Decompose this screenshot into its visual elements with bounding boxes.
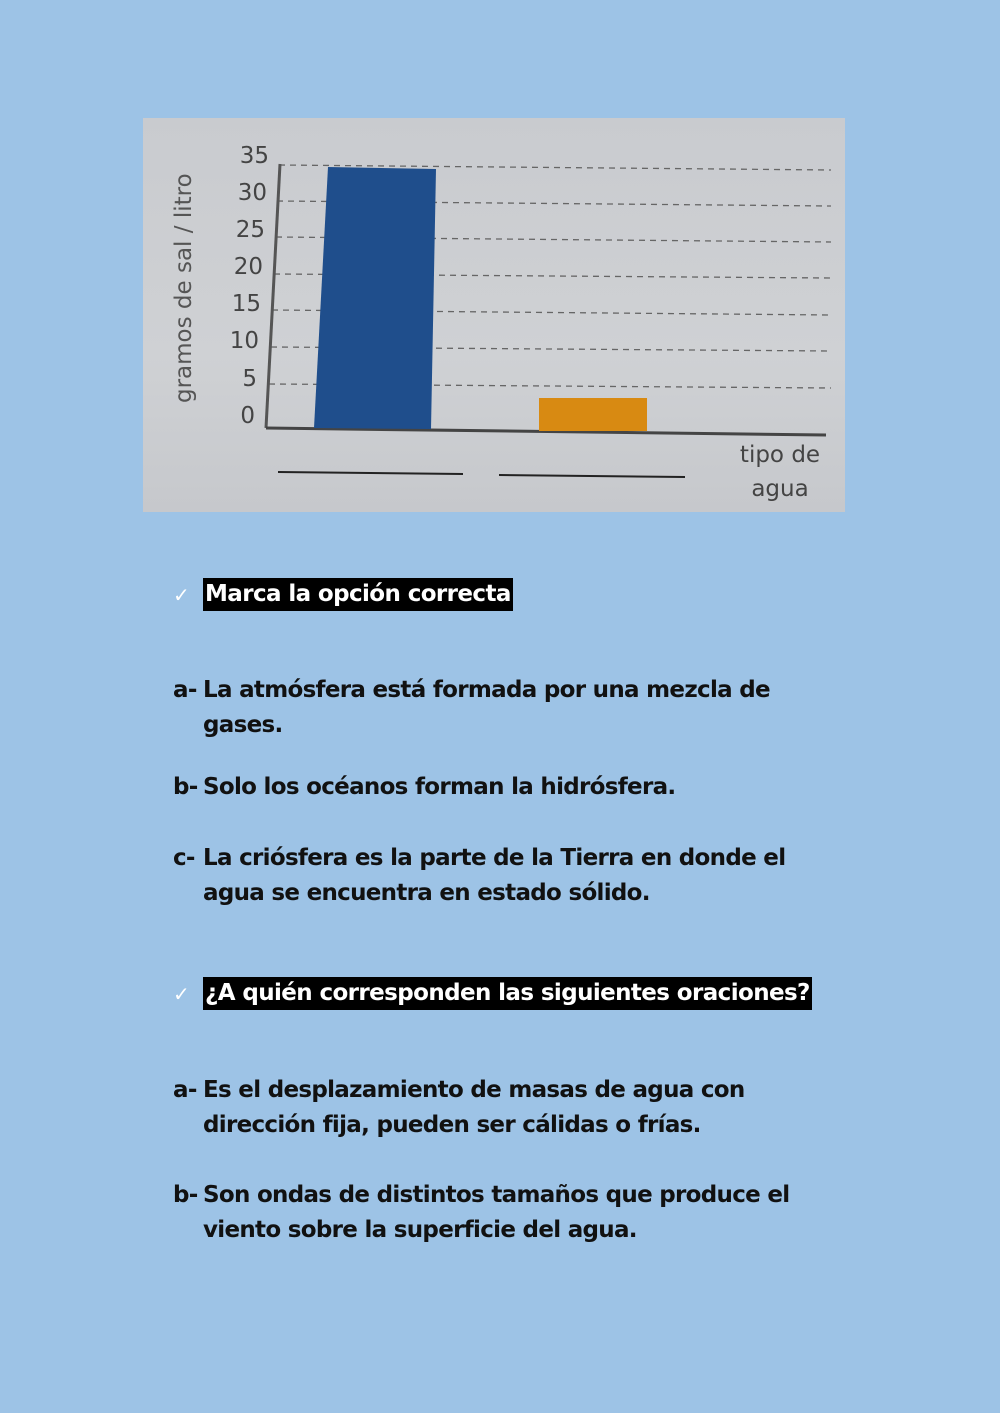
- option-text: La criósfera es la parte de la Tierra en…: [203, 845, 786, 906]
- tick-15: 15: [232, 291, 261, 317]
- sentence-letter: a-: [173, 1077, 197, 1103]
- tick-10: 10: [230, 328, 259, 354]
- sentence-text: Son ondas de distintos tamaños que produ…: [203, 1182, 790, 1243]
- x-axis-label: tipo de agua: [740, 442, 820, 502]
- option-letter: c-: [173, 845, 195, 871]
- option-c[interactable]: c- La criósfera es la parte de la Tierra…: [173, 841, 853, 911]
- chart-photo: gramos de sal / litro 35 30 25 20 15 10 …: [143, 118, 845, 512]
- x-axis: [265, 426, 827, 437]
- tick-5: 5: [242, 366, 257, 392]
- tick-30: 30: [238, 180, 267, 206]
- category-blank-2: [498, 474, 686, 478]
- section-1-title: Marca la opción correcta: [203, 578, 513, 611]
- option-b[interactable]: b- Solo los océanos forman la hidrósfera…: [173, 770, 853, 805]
- category-blank-1: [277, 471, 464, 475]
- option-letter: b-: [173, 774, 198, 800]
- option-text: Solo los océanos forman la hidrósfera.: [203, 774, 676, 800]
- x-label-line1: tipo de: [740, 442, 820, 468]
- y-ticks: 35 30 25 20 15 10 5 0: [230, 143, 269, 429]
- bar-chart: gramos de sal / litro 35 30 25 20 15 10 …: [171, 143, 832, 502]
- option-text: La atmósfera está formada por una mezcla…: [203, 677, 771, 738]
- checkmark-icon: ✓: [173, 582, 190, 607]
- tick-20: 20: [234, 254, 263, 280]
- option-a[interactable]: a- La atmósfera está formada por una mez…: [173, 673, 853, 743]
- section-2-title: ¿A quién corresponden las siguientes ora…: [203, 977, 812, 1010]
- section-1-heading: ✓ Marca la opción correcta: [173, 578, 513, 611]
- tick-25: 25: [236, 217, 265, 243]
- bar-2: [539, 398, 647, 431]
- section-2-heading: ✓ ¿A quién corresponden las siguientes o…: [173, 977, 812, 1010]
- sentence-a: a- Es el desplazamiento de masas de agua…: [173, 1073, 853, 1143]
- sentence-text: Es el desplazamiento de masas de agua co…: [203, 1077, 745, 1138]
- sentence-b: b- Son ondas de distintos tamaños que pr…: [173, 1178, 853, 1248]
- tick-35: 35: [240, 143, 269, 169]
- tick-0: 0: [240, 403, 255, 429]
- option-letter: a-: [173, 677, 197, 703]
- y-axis: [264, 163, 282, 429]
- bar-1: [314, 167, 436, 429]
- y-axis-label: gramos de sal / litro: [171, 173, 197, 403]
- sentence-letter: b-: [173, 1182, 198, 1208]
- checkmark-icon: ✓: [173, 981, 190, 1006]
- x-label-line2: agua: [751, 476, 808, 502]
